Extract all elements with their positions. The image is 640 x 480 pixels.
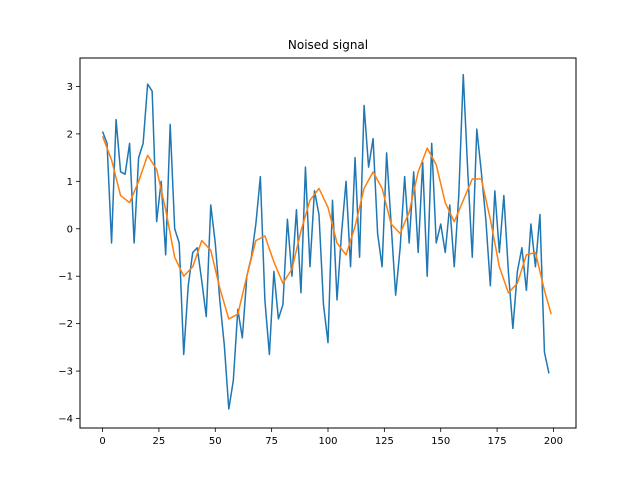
y-tick-label: −2 — [58, 319, 73, 330]
y-tick-label: −3 — [58, 367, 73, 378]
noisy-signal-line — [101, 73, 550, 410]
x-tick-label: 200 — [544, 436, 563, 447]
axes-layer: 0 25 50 75 100 125 150 175 200 −4 −3 −2 −1 0 1 2 3 — [58, 82, 563, 447]
x-tick-label: 100 — [318, 436, 337, 447]
noisy-signal-series — [101, 73, 550, 410]
x-tick-label: 150 — [431, 436, 450, 447]
smoothed-signal-series — [101, 136, 552, 320]
y-tick-label: −1 — [58, 272, 73, 283]
smoothed-signal-line — [101, 136, 552, 320]
x-tick-label: 25 — [153, 436, 166, 447]
x-tick-label: 50 — [209, 436, 222, 447]
y-tick-label: 3 — [67, 82, 73, 93]
x-tick-label: 75 — [265, 436, 278, 447]
y-tick-label: 1 — [67, 177, 73, 188]
x-tick-label: 125 — [375, 436, 394, 447]
chart-title: Noised signal — [288, 38, 368, 52]
y-tick-label: −4 — [58, 414, 73, 425]
x-tick-label: 175 — [488, 436, 507, 447]
x-tick-label: 0 — [99, 436, 105, 447]
y-tick-label: 2 — [67, 129, 73, 140]
series-layer — [101, 73, 552, 410]
y-tick-label: 0 — [67, 224, 73, 235]
